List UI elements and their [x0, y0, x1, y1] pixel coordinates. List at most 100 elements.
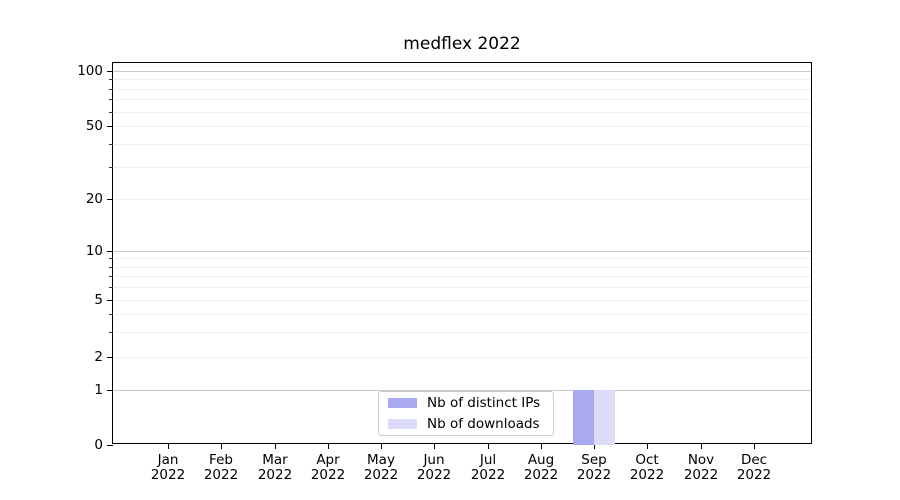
minor-gridline [113, 267, 811, 268]
minor-gridline [113, 79, 811, 80]
x-tick-month: Sep [581, 452, 607, 468]
x-tick-month: Jul [479, 452, 497, 468]
legend-label: Nb of downloads [427, 416, 540, 432]
x-tick-mark [701, 443, 702, 449]
y-tick-mark [107, 199, 113, 200]
y-minor-tick-mark [109, 332, 113, 333]
plot-area: 0 1 2 5 10 20 50 100 Jan 2022 Feb 2022 Mar 2022 Apr 202… [77, 62, 812, 483]
legend-label: Nb of distinct IPs [427, 395, 541, 411]
y-tick-mark [107, 71, 113, 72]
y-tick-label: 5 [94, 292, 103, 308]
minor-gridline [113, 199, 811, 200]
minor-gridline [113, 300, 811, 301]
bar-distinct-ips [573, 390, 594, 445]
x-tick-year: 2022 [683, 467, 719, 483]
x-tick-month: Feb [209, 452, 233, 468]
legend-item: Nb of distinct IPs [388, 396, 553, 410]
minor-gridline [113, 258, 811, 259]
legend-box: Nb of distinct IPs Nb of downloads [378, 391, 554, 436]
x-tick-label: Dec 2022 [719, 453, 789, 483]
y-tick-label: 20 [85, 191, 103, 207]
x-tick-month: Jun [423, 452, 445, 468]
y-tick-label: 0 [94, 437, 103, 453]
y-tick-mark [107, 390, 113, 391]
x-tick-month: May [367, 452, 395, 468]
minor-gridline [113, 276, 811, 277]
major-gridline [113, 251, 811, 252]
minor-gridline [113, 99, 811, 100]
minor-gridline [113, 126, 811, 127]
minor-gridline [113, 144, 811, 145]
y-tick-label: 50 [85, 118, 103, 134]
x-tick-label: Apr 2022 [293, 453, 363, 483]
x-tick-mark [168, 443, 169, 449]
legend-swatch-icon [388, 398, 417, 408]
x-tick-mark [541, 443, 542, 449]
x-tick-year: 2022 [576, 467, 612, 483]
chart-title: medflex 2022 [403, 34, 521, 54]
y-minor-tick-mark [109, 99, 113, 100]
x-tick-mark [754, 443, 755, 449]
minor-gridline [113, 167, 811, 168]
x-tick-label: Sep 2022 [559, 453, 629, 483]
x-tick-year: 2022 [416, 467, 452, 483]
y-minor-tick-mark [109, 258, 113, 259]
y-tick-label: 100 [77, 63, 103, 79]
x-tick-year: 2022 [310, 467, 346, 483]
x-tick-label: Jun 2022 [399, 453, 469, 483]
x-tick-year: 2022 [470, 467, 506, 483]
x-tick-year: 2022 [736, 467, 772, 483]
x-tick-month: Mar [262, 452, 288, 468]
x-tick-year: 2022 [523, 467, 559, 483]
x-tick-label: Aug 2022 [506, 453, 576, 483]
x-tick-month: Nov [687, 452, 715, 468]
x-tick-year: 2022 [257, 467, 293, 483]
minor-gridline [113, 112, 811, 113]
x-tick-year: 2022 [629, 467, 665, 483]
x-tick-mark [594, 443, 595, 449]
minor-gridline [113, 314, 811, 315]
minor-gridline [113, 287, 811, 288]
x-tick-label: Feb 2022 [186, 453, 256, 483]
x-tick-mark [381, 443, 382, 449]
y-tick-label: 10 [85, 243, 103, 259]
y-tick-mark [107, 357, 113, 358]
y-minor-tick-mark [109, 144, 113, 145]
major-gridline [113, 71, 811, 72]
y-minor-tick-mark [109, 79, 113, 80]
y-tick-mark [107, 300, 113, 301]
y-minor-tick-mark [109, 314, 113, 315]
legend-item: Nb of downloads [388, 417, 553, 431]
x-tick-mark [488, 443, 489, 449]
x-tick-month: Aug [527, 452, 555, 468]
y-minor-tick-mark [109, 287, 113, 288]
x-tick-month: Oct [635, 452, 659, 468]
x-tick-year: 2022 [203, 467, 239, 483]
y-tick-label: 2 [94, 349, 103, 365]
x-tick-mark [434, 443, 435, 449]
x-tick-label: Mar 2022 [240, 453, 310, 483]
minor-gridline [113, 89, 811, 90]
y-minor-tick-mark [109, 167, 113, 168]
y-minor-tick-mark [109, 276, 113, 277]
x-tick-year: 2022 [150, 467, 186, 483]
y-tick-mark [107, 126, 113, 127]
x-tick-mark [647, 443, 648, 449]
major-gridline [113, 390, 811, 391]
x-tick-month: Dec [740, 452, 768, 468]
x-tick-label: Jan 2022 [133, 453, 203, 483]
x-tick-label: May 2022 [346, 453, 416, 483]
y-minor-tick-mark [109, 267, 113, 268]
x-tick-label: Nov 2022 [666, 453, 736, 483]
y-tick-mark [107, 251, 113, 252]
bar-downloads [594, 390, 615, 445]
y-tick-mark [107, 445, 113, 446]
minor-gridline [113, 357, 811, 358]
x-tick-month: Apr [316, 452, 340, 468]
x-tick-mark [328, 443, 329, 449]
y-minor-tick-mark [109, 89, 113, 90]
minor-gridline [113, 332, 811, 333]
x-tick-mark [221, 443, 222, 449]
x-tick-year: 2022 [363, 467, 399, 483]
